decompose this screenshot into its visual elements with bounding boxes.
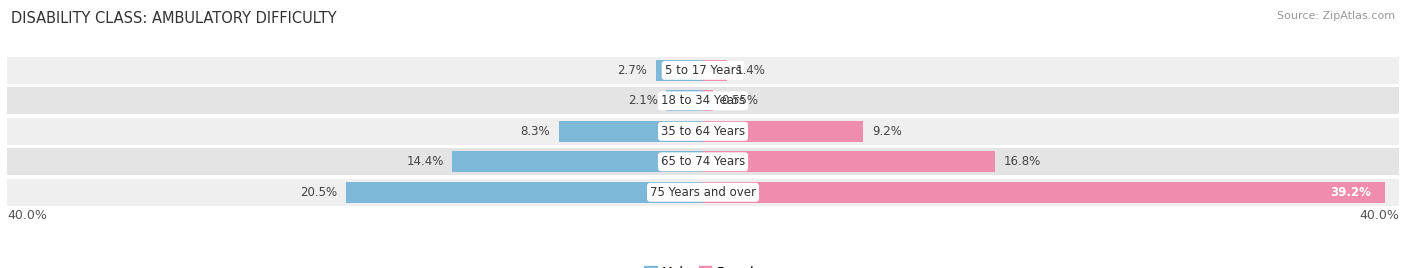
Text: 1.4%: 1.4%: [737, 64, 766, 77]
Text: DISABILITY CLASS: AMBULATORY DIFFICULTY: DISABILITY CLASS: AMBULATORY DIFFICULTY: [11, 11, 337, 26]
Bar: [703, 182, 1385, 203]
Text: 75 Years and over: 75 Years and over: [650, 186, 756, 199]
Text: 0.55%: 0.55%: [721, 94, 758, 107]
Bar: [703, 91, 713, 111]
Text: 16.8%: 16.8%: [1004, 155, 1042, 168]
Text: 2.7%: 2.7%: [617, 64, 647, 77]
Bar: [657, 60, 703, 81]
Bar: [558, 121, 703, 142]
Text: 40.0%: 40.0%: [7, 209, 46, 222]
Text: 2.1%: 2.1%: [628, 94, 658, 107]
Bar: [703, 60, 727, 81]
Text: 9.2%: 9.2%: [872, 125, 901, 138]
Legend: Male, Female: Male, Female: [640, 260, 766, 268]
Bar: [7, 57, 1399, 84]
Bar: [7, 179, 1399, 206]
Bar: [703, 151, 995, 172]
Bar: [346, 182, 703, 203]
Text: Source: ZipAtlas.com: Source: ZipAtlas.com: [1277, 11, 1395, 21]
Text: 5 to 17 Years: 5 to 17 Years: [665, 64, 741, 77]
Text: 40.0%: 40.0%: [1360, 209, 1399, 222]
Text: 65 to 74 Years: 65 to 74 Years: [661, 155, 745, 168]
Text: 20.5%: 20.5%: [301, 186, 337, 199]
Bar: [703, 121, 863, 142]
Text: 35 to 64 Years: 35 to 64 Years: [661, 125, 745, 138]
Text: 14.4%: 14.4%: [406, 155, 444, 168]
Bar: [453, 151, 703, 172]
Text: 39.2%: 39.2%: [1330, 186, 1371, 199]
Bar: [7, 87, 1399, 114]
Bar: [666, 91, 703, 111]
Text: 18 to 34 Years: 18 to 34 Years: [661, 94, 745, 107]
Bar: [7, 118, 1399, 145]
Text: 8.3%: 8.3%: [520, 125, 550, 138]
Bar: [7, 148, 1399, 175]
